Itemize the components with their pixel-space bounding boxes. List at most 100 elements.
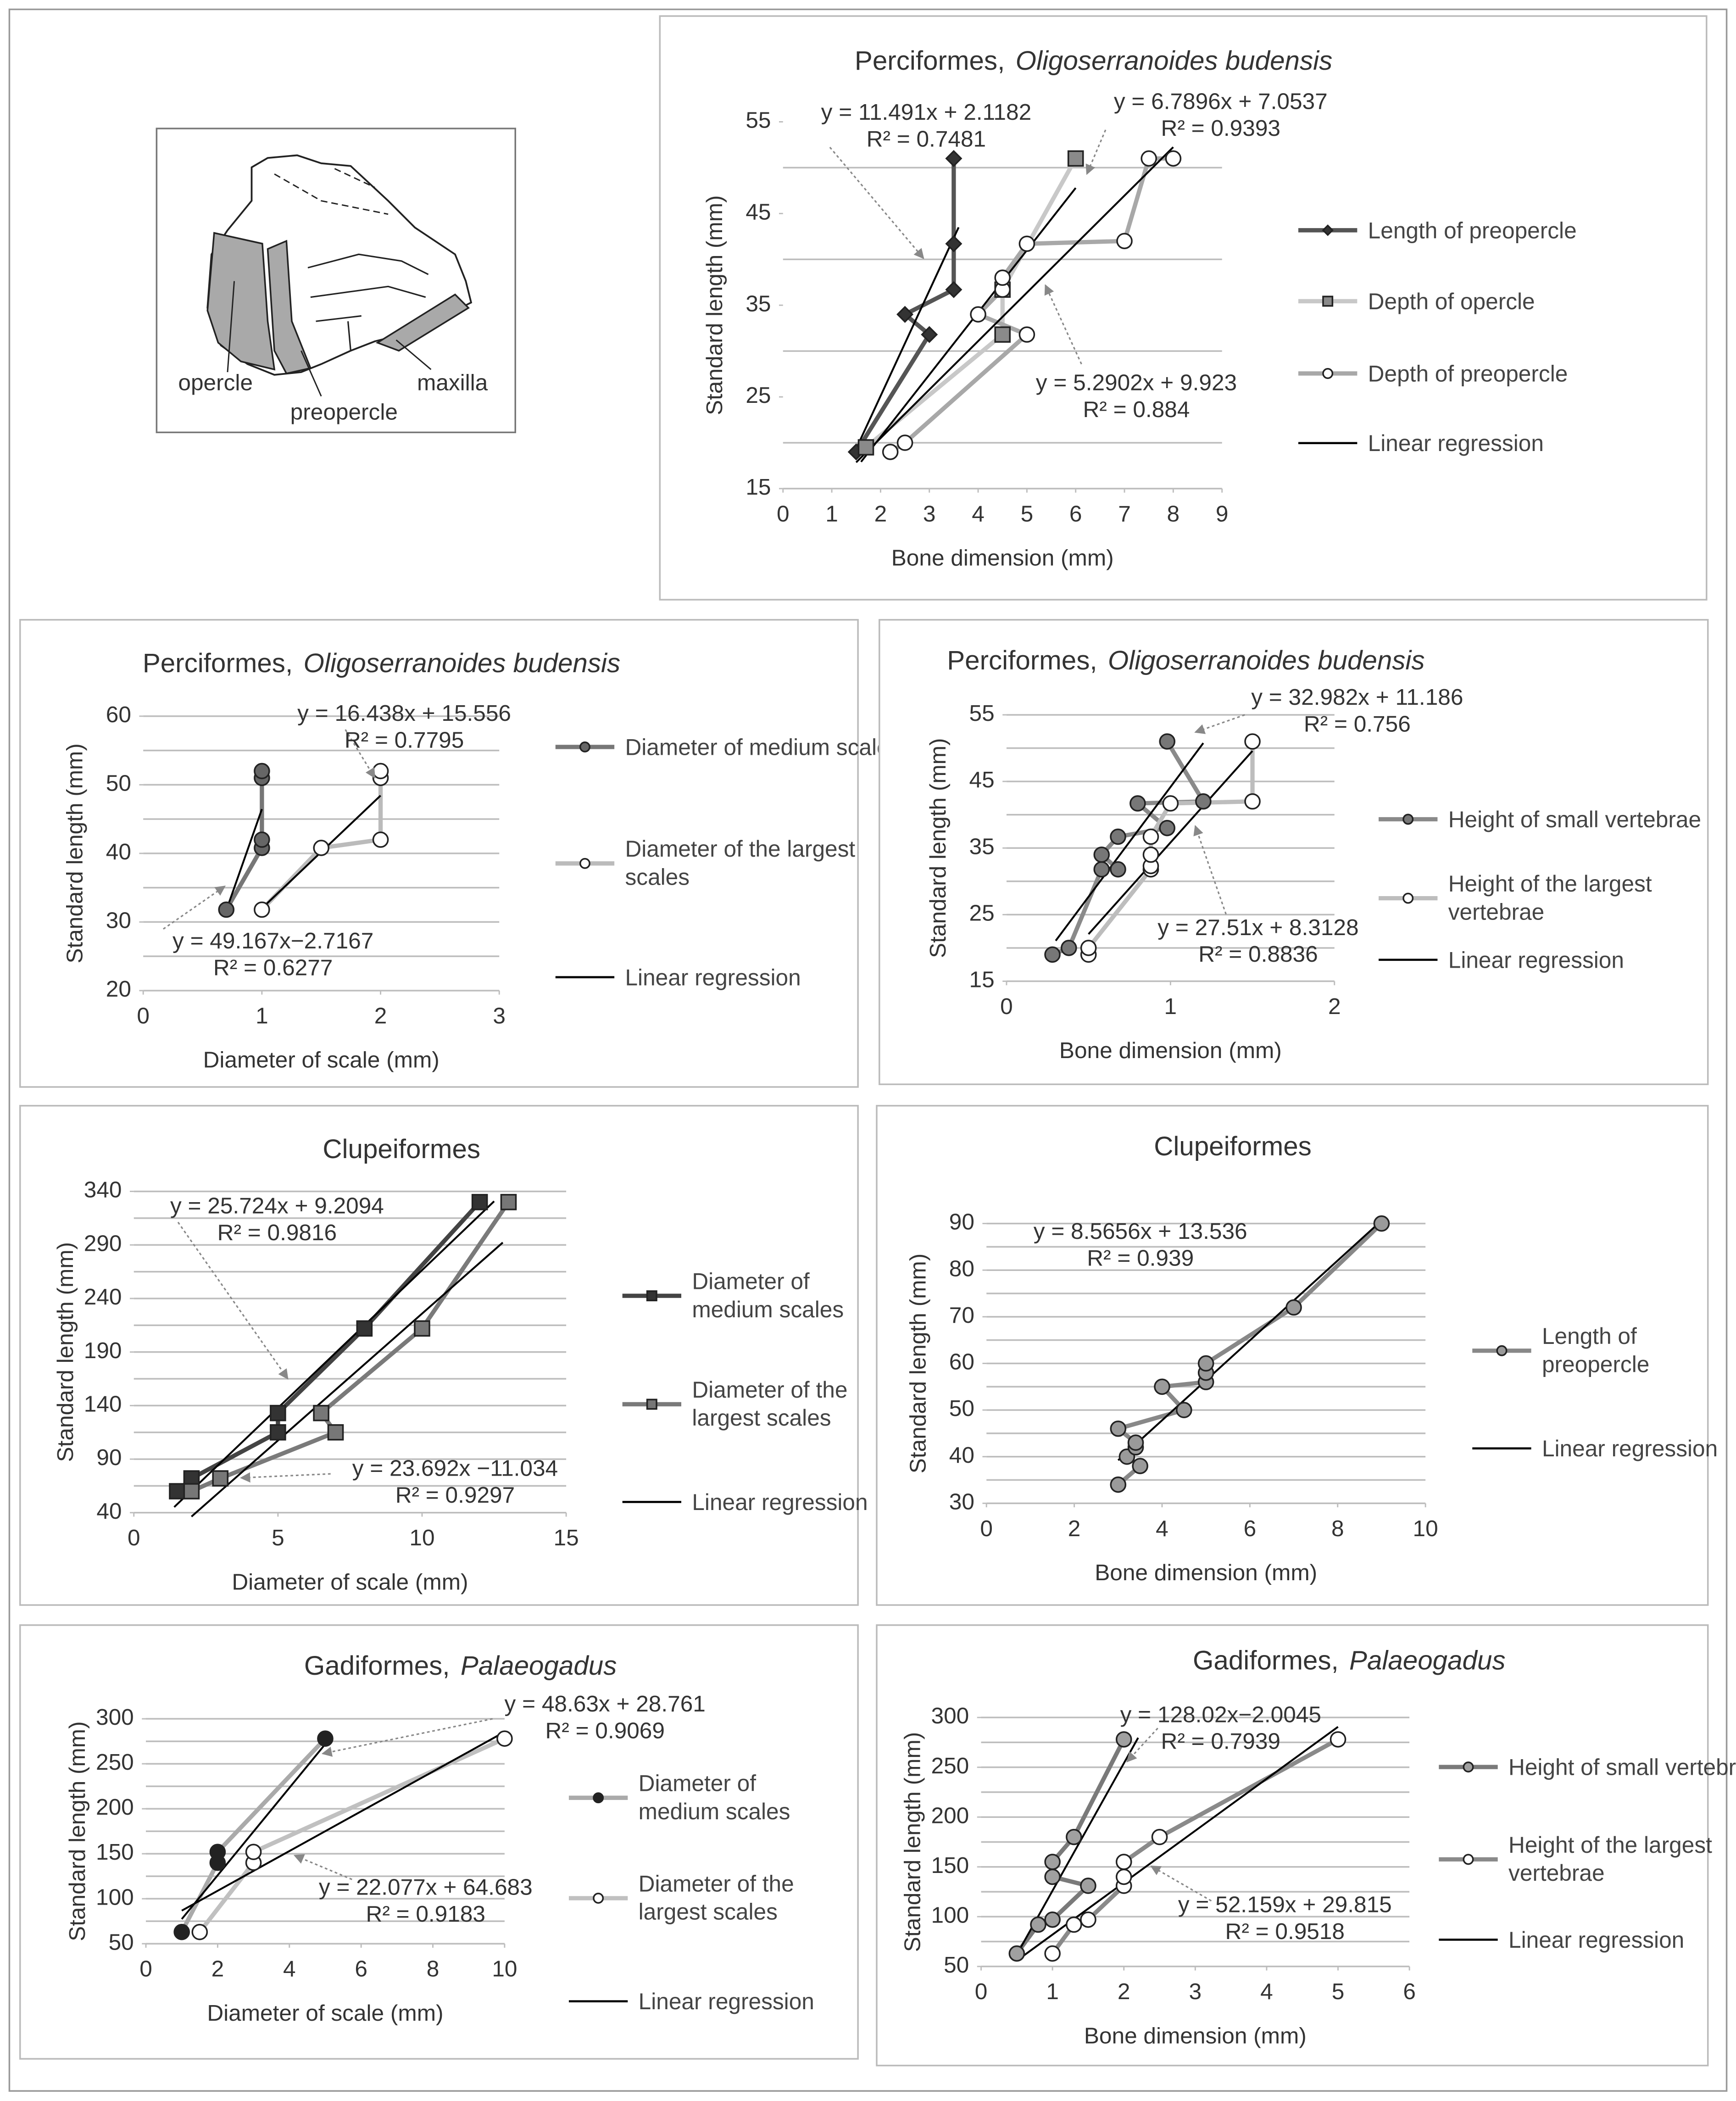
x-tick-label: 5 bbox=[1332, 1978, 1345, 2004]
y-tick-label: 60 bbox=[106, 702, 131, 727]
point bbox=[1151, 1828, 1168, 1845]
y-tick-label: 100 bbox=[96, 1884, 134, 1910]
annotation: y = 128.02x−2.0045 bbox=[1120, 1701, 1321, 1727]
y-tick-label: 60 bbox=[949, 1349, 974, 1375]
point bbox=[218, 901, 235, 918]
legend-item: Diameter of the largest scales bbox=[692, 1377, 847, 1431]
point bbox=[1044, 946, 1061, 963]
point bbox=[1066, 1916, 1082, 1933]
annotation-arrow bbox=[163, 886, 226, 930]
point bbox=[1165, 150, 1182, 167]
annotation-arrow bbox=[345, 729, 376, 779]
annotation: R² = 0.9183 bbox=[366, 1901, 485, 1927]
x-tick-label: 0 bbox=[139, 1956, 152, 1982]
annotation-arrow bbox=[239, 1472, 331, 1483]
point bbox=[1044, 1868, 1061, 1885]
y-axis-title: Standard length (mm) bbox=[64, 1721, 90, 1941]
annotation: R² = 0.8836 bbox=[1198, 941, 1318, 967]
legend-item: Linear regression bbox=[692, 1489, 868, 1515]
annotation: R² = 0.9518 bbox=[1225, 1918, 1345, 1944]
annotation: R² = 0.756 bbox=[1304, 711, 1411, 736]
chart: Gadiformes, Palaeogadus 50 100 150 200 250 300 0… bbox=[19, 1624, 859, 2060]
legend-marker bbox=[1402, 814, 1414, 825]
x-tick-label: 10 bbox=[1413, 1516, 1438, 1541]
x-tick-label: 2 bbox=[374, 1003, 387, 1028]
legend-marker bbox=[646, 1290, 657, 1302]
point bbox=[270, 1404, 286, 1421]
point bbox=[1176, 1402, 1192, 1418]
annotation: y = 5.2902x + 9.923 bbox=[1036, 369, 1237, 395]
y-axis-title: Standard length (mm) bbox=[701, 195, 727, 415]
point bbox=[921, 326, 938, 343]
x-tick-label: 2 bbox=[1118, 1978, 1130, 2004]
chart-title: Perciformes, Oligoserranoides budensis bbox=[947, 646, 1424, 676]
legend-label: Diameter of the largest scales bbox=[625, 836, 856, 891]
chart-title: Perciformes, Oligoserranoides budensis bbox=[143, 648, 620, 678]
y-tick-label: 140 bbox=[84, 1391, 122, 1416]
legend-label: Length of preopercle bbox=[1541, 1324, 1650, 1378]
y-tick-label: 30 bbox=[106, 908, 131, 933]
series-line bbox=[854, 158, 956, 453]
y-tick-label: 55 bbox=[969, 700, 995, 726]
x-tick-label: 3 bbox=[493, 1003, 506, 1028]
x-tick-label: 2 bbox=[874, 501, 887, 526]
annotation: y = 23.692x −11.034 bbox=[352, 1455, 558, 1481]
point bbox=[372, 831, 389, 848]
y-tick-label: 25 bbox=[969, 900, 995, 925]
point bbox=[945, 150, 963, 167]
regression-line bbox=[191, 1242, 504, 1517]
legend-marker bbox=[1463, 1854, 1474, 1865]
point bbox=[1162, 795, 1179, 812]
annotation: y = 8.5656x + 13.536 bbox=[1034, 1218, 1247, 1244]
x-tick-label: 6 bbox=[1069, 501, 1082, 526]
legend-item: Linear regression bbox=[625, 964, 801, 990]
legend-marker bbox=[593, 1792, 604, 1804]
title-italic: Oligoserranoides budensis bbox=[1108, 646, 1425, 676]
y-tick-label: 50 bbox=[949, 1395, 974, 1421]
point bbox=[313, 840, 330, 856]
annotation: R² = 0.6277 bbox=[213, 954, 333, 980]
legend-marker bbox=[1463, 1761, 1474, 1773]
chart: Clupeiformes 30 40 50 60 70 80 90 0 2 4 6 8 10 Bone di… bbox=[876, 1105, 1718, 1606]
point bbox=[994, 269, 1011, 286]
point bbox=[1044, 1911, 1061, 1928]
x-tick-label: 1 bbox=[1164, 993, 1177, 1019]
annotation-arrow bbox=[1044, 284, 1082, 365]
point bbox=[313, 1404, 329, 1421]
title-text: Perciformes, bbox=[855, 46, 1005, 76]
chart-title: Clupeiformes bbox=[1154, 1132, 1312, 1162]
x-tick-label: 0 bbox=[128, 1525, 140, 1550]
annotation: y = 49.167x−2.7167 bbox=[172, 928, 373, 953]
outer-border bbox=[8, 8, 1728, 2092]
title-text: Perciformes, bbox=[947, 646, 1097, 676]
legend-label: Linear regression bbox=[1368, 430, 1544, 456]
point bbox=[1008, 1945, 1025, 1962]
point bbox=[1066, 1828, 1082, 1845]
point bbox=[1044, 1945, 1061, 1962]
diagram-label: maxilla bbox=[417, 369, 488, 395]
legend-label: Height of the largest vertebrae bbox=[1508, 1833, 1712, 1886]
annotation-arrow bbox=[1194, 714, 1245, 734]
point bbox=[254, 763, 270, 780]
point bbox=[191, 1923, 208, 1940]
annotation: y = 11.491x + 2.1182 bbox=[821, 99, 1032, 125]
x-tick-label: 2 bbox=[1328, 993, 1341, 1019]
point bbox=[212, 1470, 229, 1487]
annotation-arrow bbox=[321, 1718, 493, 1757]
point bbox=[1018, 235, 1035, 252]
point bbox=[1159, 733, 1176, 750]
opercle-shape bbox=[206, 232, 276, 371]
legend-marker bbox=[579, 741, 590, 752]
point bbox=[327, 1424, 344, 1441]
x-axis-title: Bone dimension (mm) bbox=[891, 545, 1114, 571]
point bbox=[1141, 150, 1157, 167]
regression-line bbox=[855, 146, 1174, 463]
legend-label: Depth of opercle bbox=[1368, 288, 1535, 314]
point bbox=[496, 1730, 513, 1747]
legend-marker bbox=[593, 1893, 604, 1904]
point bbox=[1080, 1911, 1096, 1928]
title-text: Perciformes, bbox=[143, 648, 293, 678]
point bbox=[896, 306, 914, 323]
legend-item: Height of the largest vertebrae bbox=[1508, 1833, 1712, 1886]
y-tick-label: 340 bbox=[84, 1177, 122, 1203]
